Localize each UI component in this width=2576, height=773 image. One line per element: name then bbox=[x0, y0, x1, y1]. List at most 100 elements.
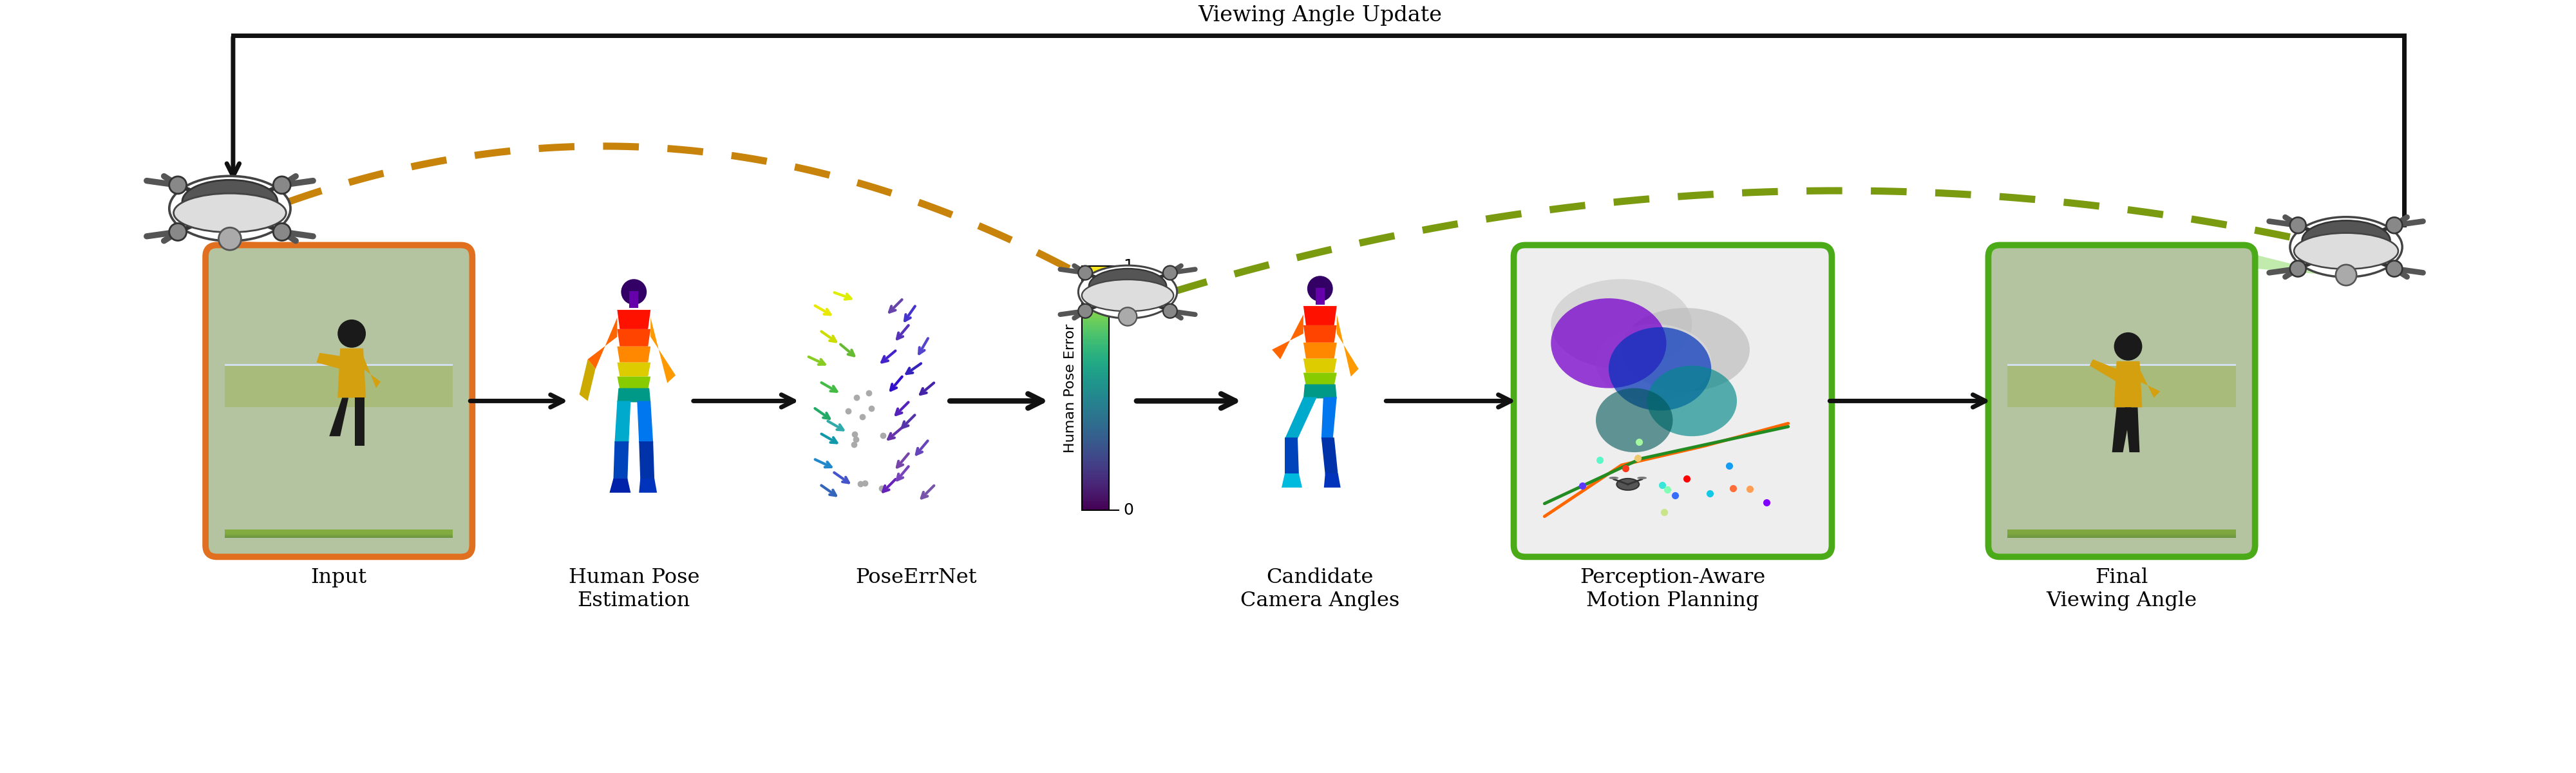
Polygon shape bbox=[636, 401, 654, 443]
Bar bbox=[1082, 492, 1110, 493]
Bar bbox=[1082, 306, 1110, 308]
Bar bbox=[1082, 439, 1110, 441]
Bar bbox=[224, 531, 453, 536]
Bar bbox=[2007, 531, 2236, 535]
Bar bbox=[1082, 491, 1110, 492]
Bar bbox=[2007, 531, 2236, 535]
Bar bbox=[224, 364, 453, 366]
Bar bbox=[1082, 377, 1110, 378]
Bar bbox=[1082, 276, 1110, 278]
Bar bbox=[224, 365, 453, 367]
Bar bbox=[1082, 422, 1110, 424]
Bar bbox=[1082, 286, 1110, 287]
Bar bbox=[224, 366, 453, 369]
Bar bbox=[224, 365, 453, 368]
Polygon shape bbox=[652, 318, 675, 383]
Bar bbox=[1082, 387, 1110, 388]
Polygon shape bbox=[2141, 369, 2161, 398]
Bar bbox=[1082, 293, 1110, 295]
FancyArrowPatch shape bbox=[283, 181, 314, 185]
Bar bbox=[224, 365, 453, 367]
Bar bbox=[224, 366, 453, 369]
Bar bbox=[224, 533, 453, 536]
Bar bbox=[224, 364, 453, 366]
Bar bbox=[224, 366, 453, 368]
Text: Viewing Angle Update: Viewing Angle Update bbox=[1198, 5, 1443, 26]
Bar bbox=[2007, 364, 2236, 367]
Bar bbox=[1082, 371, 1110, 373]
Bar bbox=[1082, 322, 1110, 324]
Bar bbox=[224, 531, 453, 535]
Bar bbox=[1082, 267, 1110, 269]
Bar bbox=[224, 533, 453, 536]
Bar bbox=[1082, 470, 1110, 471]
Bar bbox=[224, 366, 453, 368]
Bar bbox=[1082, 316, 1110, 318]
FancyArrowPatch shape bbox=[1061, 312, 1084, 315]
Text: Final
Viewing Angle: Final Viewing Angle bbox=[2045, 567, 2197, 611]
Bar bbox=[1082, 416, 1110, 417]
Bar bbox=[2007, 366, 2236, 369]
Bar bbox=[224, 366, 453, 368]
Bar bbox=[2007, 533, 2236, 536]
Circle shape bbox=[621, 279, 647, 305]
Bar bbox=[1082, 326, 1110, 327]
Polygon shape bbox=[1303, 342, 1337, 359]
Polygon shape bbox=[580, 359, 595, 401]
FancyArrowPatch shape bbox=[283, 176, 296, 184]
Bar bbox=[1082, 298, 1110, 299]
Ellipse shape bbox=[2295, 233, 2398, 269]
Bar bbox=[2007, 366, 2236, 369]
Bar bbox=[224, 364, 453, 366]
Bar bbox=[1082, 409, 1110, 410]
Polygon shape bbox=[613, 441, 629, 480]
Bar bbox=[1082, 448, 1110, 449]
Circle shape bbox=[1118, 308, 1136, 325]
Text: PoseErrNet: PoseErrNet bbox=[855, 567, 976, 587]
Bar bbox=[1082, 266, 1110, 510]
Bar bbox=[1082, 455, 1110, 456]
Bar bbox=[1082, 426, 1110, 427]
Bar bbox=[1082, 288, 1110, 289]
Bar bbox=[2007, 532, 2236, 536]
Bar bbox=[1082, 447, 1110, 448]
Bar bbox=[1082, 325, 1110, 326]
Bar bbox=[224, 365, 453, 368]
FancyArrowPatch shape bbox=[1172, 312, 1180, 318]
Bar bbox=[1082, 419, 1110, 420]
Bar bbox=[1082, 314, 1110, 315]
Polygon shape bbox=[1337, 315, 1358, 376]
Bar bbox=[1082, 464, 1110, 465]
Bar bbox=[1082, 434, 1110, 436]
Bar bbox=[1082, 337, 1110, 338]
Bar bbox=[1082, 312, 1110, 314]
Bar bbox=[2007, 366, 2236, 369]
Bar bbox=[224, 365, 453, 367]
Bar bbox=[1082, 466, 1110, 468]
Bar bbox=[2007, 366, 2236, 368]
FancyArrowPatch shape bbox=[2269, 221, 2295, 225]
Bar bbox=[2007, 366, 2236, 407]
Bar bbox=[2007, 364, 2236, 366]
Bar bbox=[2007, 364, 2236, 367]
Bar bbox=[2007, 365, 2236, 368]
Bar bbox=[1082, 338, 1110, 339]
Bar bbox=[1082, 485, 1110, 487]
Bar bbox=[2007, 365, 2236, 368]
Bar bbox=[2007, 364, 2236, 366]
Bar bbox=[1082, 350, 1110, 352]
Bar bbox=[1082, 476, 1110, 477]
Polygon shape bbox=[618, 376, 652, 390]
Bar bbox=[1082, 360, 1110, 361]
Bar bbox=[1082, 475, 1110, 476]
Polygon shape bbox=[1321, 438, 1337, 475]
Bar bbox=[224, 366, 453, 369]
Bar bbox=[2007, 366, 2236, 368]
Bar bbox=[1082, 376, 1110, 377]
Ellipse shape bbox=[2303, 220, 2391, 261]
Bar bbox=[1082, 303, 1110, 304]
Polygon shape bbox=[1303, 359, 1337, 373]
Bar bbox=[1082, 414, 1110, 415]
Circle shape bbox=[2290, 261, 2306, 277]
Bar bbox=[1082, 287, 1110, 288]
